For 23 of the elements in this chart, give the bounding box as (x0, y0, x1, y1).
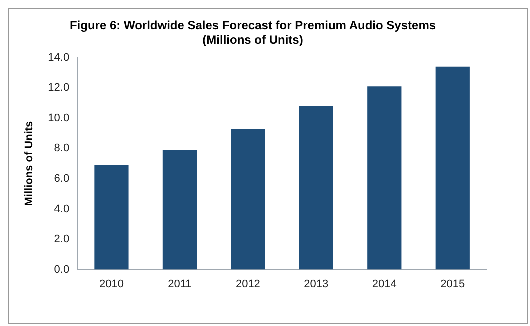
bar (299, 106, 334, 270)
y-tick-label: 14.0 (48, 52, 70, 64)
y-tick-label: 0.0 (54, 264, 70, 276)
x-tick-label: 2014 (372, 278, 397, 290)
text: Figure 6: Worldwide Sales Forecast for Premium Audio Systems (70, 18, 436, 33)
x-tick-label: 2012 (236, 278, 260, 290)
y-tick-label: 4.0 (54, 203, 70, 216)
y-tick-label: 6.0 (54, 172, 70, 185)
x-tick-label: 2010 (99, 278, 124, 290)
x-tick-label: 2013 (304, 278, 329, 290)
y-tick-label: 10.0 (48, 112, 70, 124)
y-tick-label: 8.0 (54, 142, 70, 155)
bar (368, 86, 402, 270)
x-tick-label: 2011 (168, 278, 192, 290)
y-tick-label: 12.0 (48, 82, 70, 94)
bar (231, 128, 266, 270)
bar (436, 66, 470, 270)
text: (Millions of Units) (202, 32, 304, 47)
bar (94, 165, 129, 270)
y-tick-label: 2.0 (54, 234, 70, 246)
x-tick-label: 2015 (440, 278, 466, 290)
bar (162, 150, 198, 270)
y-axis-title: Millions of Units (24, 121, 36, 206)
